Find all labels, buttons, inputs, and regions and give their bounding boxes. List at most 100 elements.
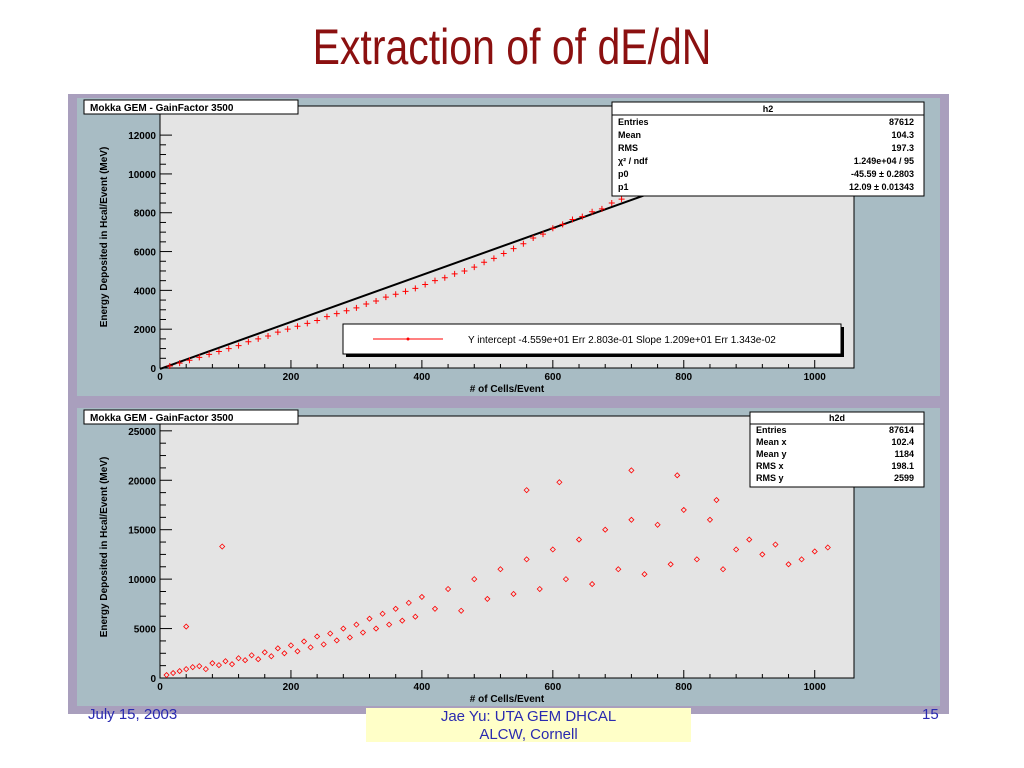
- data-point: [402, 288, 409, 295]
- y-tick-label: 12000: [128, 131, 156, 142]
- x-tick-label: 200: [283, 682, 300, 693]
- x-tick-label: 200: [283, 372, 300, 383]
- data-point: [382, 294, 389, 301]
- data-point: [392, 291, 399, 298]
- stats-label: Mean y: [756, 449, 787, 459]
- data-point: [500, 250, 507, 257]
- data-point: [327, 630, 334, 637]
- data-point: [222, 658, 229, 665]
- x-tick-label: 0: [157, 372, 163, 383]
- data-point: [255, 335, 262, 342]
- x-tick-label: 0: [157, 682, 163, 693]
- data-point: [412, 285, 419, 292]
- y-axis-label: Energy Deposited in Hcal/Event (MeV): [99, 147, 110, 328]
- data-point: [343, 307, 350, 314]
- data-point: [824, 544, 831, 551]
- data-point: [359, 629, 367, 636]
- y-tick-label: 6000: [134, 248, 157, 259]
- data-point: [484, 595, 491, 602]
- y-tick-label: 20000: [128, 476, 156, 487]
- data-point: [680, 506, 687, 513]
- data-point: [713, 496, 720, 504]
- data-point: [183, 666, 190, 673]
- stats-value: 104.3: [891, 130, 914, 140]
- data-point: [497, 566, 504, 573]
- y-tick-label: 4000: [134, 286, 157, 297]
- data-point: [333, 310, 340, 317]
- data-point: [265, 332, 272, 339]
- data-point: [274, 329, 281, 336]
- data-point: [471, 264, 478, 271]
- data-point: [314, 317, 321, 324]
- stats-label: Entries: [618, 117, 649, 127]
- data-point: [618, 196, 625, 203]
- data-point: [373, 298, 380, 305]
- stats-value: 102.4: [891, 437, 914, 447]
- stats-label: Mean x: [756, 437, 787, 447]
- data-point: [641, 571, 648, 578]
- chart-title: Mokka GEM - GainFactor 3500: [90, 103, 234, 114]
- data-point: [471, 576, 478, 583]
- series-1: [166, 190, 635, 370]
- data-point: [510, 590, 517, 598]
- data-point: [399, 617, 406, 624]
- stats-value: 197.3: [891, 143, 914, 153]
- stats-value: 87612: [889, 117, 914, 127]
- data-point: [166, 363, 173, 370]
- data-point: [540, 231, 547, 238]
- data-point: [628, 467, 635, 474]
- data-point: [245, 338, 252, 345]
- y-tick-label: 15000: [128, 526, 156, 537]
- data-point: [255, 656, 262, 663]
- data-point: [353, 621, 360, 628]
- stats-label: Entries: [756, 425, 787, 435]
- y-tick-label: 0: [150, 674, 156, 685]
- stats-label: RMS: [618, 143, 638, 153]
- data-point: [366, 615, 373, 622]
- data-point: [598, 205, 605, 212]
- chart-title: Mokka GEM - GainFactor 3500: [90, 413, 234, 424]
- data-point: [575, 536, 583, 543]
- data-point: [569, 216, 576, 223]
- data-point: [346, 634, 353, 641]
- data-point: [441, 274, 448, 281]
- data-point: [608, 200, 615, 207]
- page-number: 15: [922, 706, 939, 723]
- data-point: [523, 487, 530, 494]
- data-point: [811, 548, 818, 555]
- data-point: [431, 605, 439, 612]
- data-point: [451, 270, 458, 277]
- data-point: [176, 668, 183, 675]
- chart-panel-1: 0 200 400 600 800 100002000400060008000100001…: [77, 98, 940, 396]
- stats-value: 12.09 ± 0.01343: [849, 182, 914, 192]
- data-point: [759, 551, 766, 558]
- x-tick-label: 400: [414, 372, 431, 383]
- x-tick-label: 600: [544, 372, 561, 383]
- y-tick-label: 5000: [134, 625, 157, 636]
- data-point: [189, 664, 196, 671]
- data-point: [602, 526, 609, 533]
- data-point: [431, 277, 438, 284]
- x-axis-label: # of Cells/Event: [470, 384, 545, 395]
- data-point: [510, 245, 517, 252]
- data-point: [268, 653, 275, 660]
- chart-title-box: [83, 99, 299, 115]
- data-point: [589, 208, 596, 215]
- x-tick-label: 800: [675, 682, 692, 693]
- footer-presenter: Jae Yu: UTA GEM DHCAL: [440, 708, 617, 725]
- stats-label: RMS y: [756, 473, 784, 483]
- data-point: [559, 221, 566, 228]
- data-point: [405, 599, 412, 606]
- data-point: [294, 323, 301, 330]
- data-point: [461, 267, 468, 274]
- legend-marker-sample: [406, 337, 410, 341]
- data-point: [562, 576, 569, 583]
- data-point: [490, 255, 497, 262]
- data-point: [674, 472, 681, 479]
- data-point: [333, 637, 340, 644]
- data-point: [307, 644, 314, 651]
- stats-value: -45.59 ± 0.2803: [851, 169, 914, 179]
- data-point: [340, 625, 347, 632]
- data-point: [418, 593, 425, 600]
- data-point: [215, 348, 222, 355]
